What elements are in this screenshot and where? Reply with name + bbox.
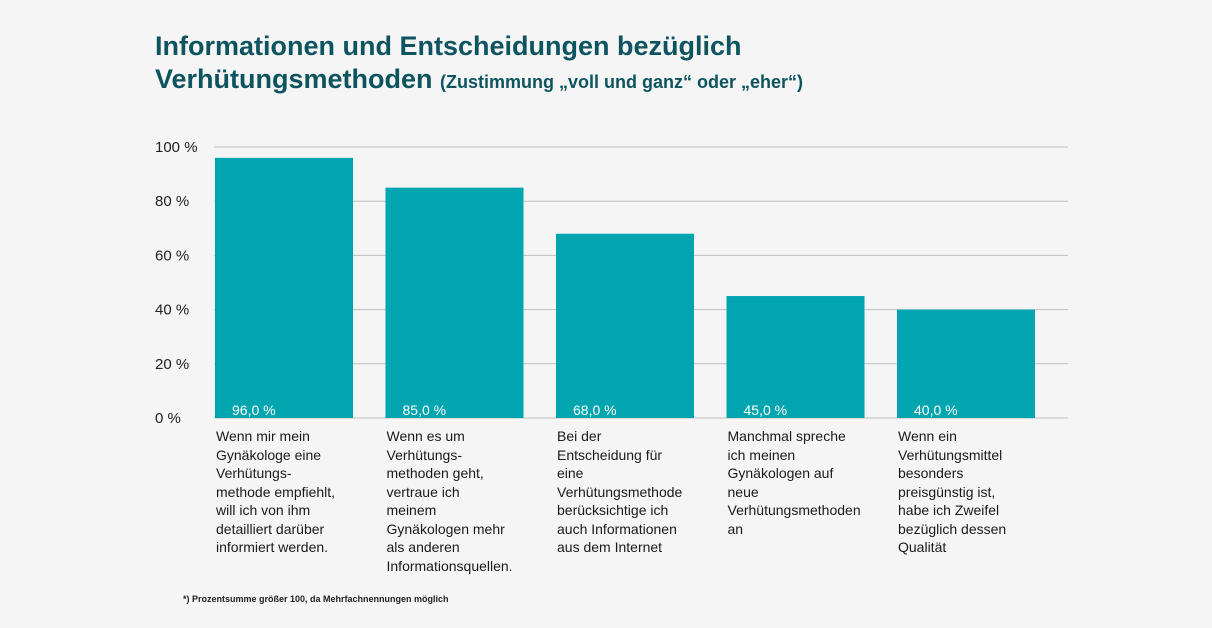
category-label-line: Qualität	[898, 539, 947, 555]
category-label-line: Gynäkologe eine	[216, 446, 322, 463]
y-tick-label: 40 %	[155, 302, 189, 319]
category-label-line: Gynäkologen auf	[727, 465, 834, 481]
category-label-line: an	[727, 520, 744, 537]
bar-value-label: 85,0 %	[403, 402, 447, 418]
category-label-line: als anderen	[386, 539, 460, 555]
category-label-line: neue	[727, 483, 759, 500]
category-label-line: Verhütungsmittel	[898, 446, 1003, 463]
category-label-line: Wenn mir mein	[216, 428, 310, 444]
category-label-line: ich meinen	[727, 446, 796, 463]
category-label-line: Bei der	[557, 428, 602, 444]
bar	[215, 157, 353, 418]
y-tick-label: 80 %	[155, 193, 189, 210]
category-label: Wenn es um Verhütungs-methoden geht, vertr…	[387, 427, 537, 575]
category-label-line: will ich von ihm	[216, 502, 311, 518]
y-axis: 0 % 20 % 40 % 60 % 80 % 100 %	[155, 139, 198, 427]
title-line-1: Informationen und Entscheidungen bezügli…	[155, 31, 742, 61]
category-label-line: aus dem Internet	[557, 539, 663, 555]
y-tick-label: 20 %	[155, 356, 189, 373]
category-label-line: auch Informationen	[557, 520, 677, 537]
category-label-line: Verhütungsmethode	[557, 483, 683, 500]
bars	[215, 157, 1035, 418]
category-label-line: Manchmal spreche	[727, 428, 846, 444]
category-label-line: methode empfiehlt,	[216, 483, 336, 500]
category-label-line: preisgünstig ist,	[898, 483, 996, 500]
y-tick-label: 0 %	[155, 410, 181, 427]
category-label-line: habe ich Zweifel	[898, 502, 1000, 518]
bar-value-label: 96,0 %	[232, 402, 276, 418]
category-label: Manchmal spreche ich meinen Gynäkologen au…	[728, 427, 878, 538]
footnote: *) Prozentsumme größer 100, da Mehrfachn…	[183, 594, 449, 604]
title-subtitle: (Zustimmung „voll und ganz“ oder „eher“)	[440, 72, 804, 92]
category-label-line: informiert werden.	[216, 539, 329, 555]
category-label-line: besonders	[898, 465, 964, 481]
category-label: Wenn mir mein Gynäkologe eine Verhütungs-m…	[216, 427, 366, 557]
category-label-line: Wenn ein	[898, 428, 957, 444]
category-label-line: Gynäkologen mehr	[386, 520, 505, 537]
bar-value-label: 40,0 %	[914, 402, 958, 418]
category-label-line: berücksichtige ich	[557, 502, 669, 518]
category-label-line: eine	[557, 465, 584, 481]
title-line-2: Verhütungsmethoden	[155, 64, 433, 94]
category-label-line: Wenn es um	[386, 428, 465, 444]
category-label: Wenn ein Verhütungsmittel besonders preisgü…	[898, 427, 1048, 557]
category-label-line: detailliert darüber	[216, 520, 325, 537]
y-tick-label: 60 %	[155, 247, 189, 264]
bar-value-label: 45,0 %	[744, 402, 788, 418]
category-label-line: Verhütungsmethoden	[727, 502, 861, 518]
category-label-line: bezüglich dessen	[898, 520, 1007, 537]
bar	[556, 233, 694, 418]
category-label-line: Verhütungs-	[216, 465, 292, 481]
bar	[726, 296, 865, 418]
category-label: Bei der Entscheidung für eine Verhütungsmet…	[557, 427, 707, 557]
category-label-line: methoden geht,	[386, 465, 484, 481]
bar-value-label: 68,0 %	[573, 402, 617, 418]
y-tick-label: 100 %	[155, 139, 198, 156]
category-label-line: Verhütungs-	[386, 446, 463, 463]
category-label-line: vertraue ich	[386, 483, 460, 500]
category-label-line: Entscheidung für	[557, 446, 663, 463]
value-labels: 96,0 % 85,0 % 68,0 % 45,0 % 40,0 %	[232, 402, 958, 418]
bar	[385, 187, 524, 418]
bar	[897, 309, 1035, 418]
category-label-line: Informationsquellen.	[386, 557, 513, 574]
chart-title: Informationen und Entscheidungen bezügli…	[155, 30, 803, 99]
category-label-line: meinem	[386, 502, 437, 518]
